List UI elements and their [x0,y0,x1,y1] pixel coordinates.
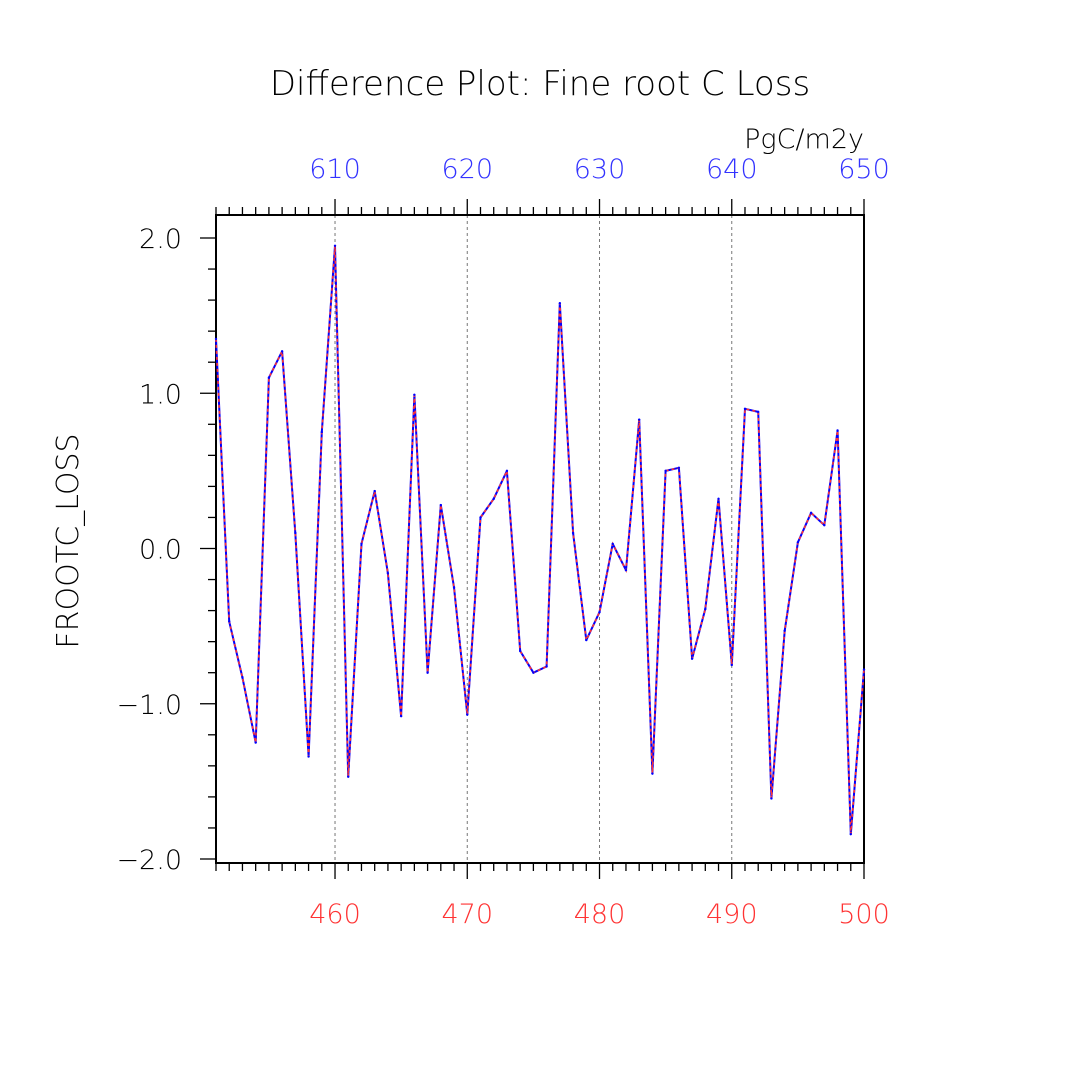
data-point-476 [545,665,548,668]
y-tick-label-0: 2.0 [139,224,182,255]
bottom-tick-label-490: 490 [706,899,758,930]
data-point-459 [320,430,323,434]
tick-labels: 460 470 480 490 500 610 620 630 640 650 2.0 1.0 0.0 −… [116,154,889,930]
data-point-451 [214,337,218,341]
data-point-492 [757,410,760,414]
data-point-458 [307,755,310,758]
top-tick-label-640: 640 [706,154,758,185]
data-point-462 [360,542,363,546]
series [214,244,866,836]
data-point-482 [624,569,628,572]
data-point-484 [651,772,654,775]
bottom-tick-label-480: 480 [574,899,626,930]
data-point-500 [862,668,866,671]
plot-frame [215,214,865,864]
series-dash-0 [215,245,865,835]
data-point-453 [241,676,244,679]
data-point-470 [466,713,469,716]
data-point-490 [730,663,733,667]
data-point-452 [228,620,231,623]
data-point-480 [598,610,601,614]
data-point-472 [492,497,495,501]
data-point-479 [585,638,588,642]
data-point-466 [413,393,416,397]
data-point-481 [611,542,614,546]
data-point-461 [347,775,350,778]
data-point-483 [637,418,641,421]
data-point-477 [558,302,562,305]
data-point-468 [439,503,443,507]
data-point-486 [677,466,681,469]
data-point-485 [664,469,667,473]
top-tick-label-650: 650 [838,154,890,185]
chart-title: Difference Plot: Fine root C Loss [270,64,810,104]
data-point-495 [796,541,800,544]
data-point-493 [770,797,773,800]
data-point-499 [849,832,852,836]
data-point-467 [426,671,429,674]
data-point-491 [743,407,747,410]
data-point-456 [280,350,284,353]
y-tick-label-3: −1.0 [116,690,182,721]
y-tick-label-2: 0.0 [139,535,182,566]
data-point-457 [294,531,297,535]
data-point-497 [823,524,826,527]
data-point-494 [783,629,786,632]
bottom-tick-label-500: 500 [838,899,890,930]
data-point-460 [333,244,337,247]
data-point-498 [836,429,839,432]
data-point-496 [809,511,813,514]
bottom-tick-label-460: 460 [309,899,361,930]
y-tick-label-4: −2.0 [116,845,182,876]
units-label: PgC/m2y [744,124,864,155]
top-tick-label-610: 610 [309,154,361,185]
data-point-455 [267,376,271,379]
data-point-475 [532,671,535,674]
data-point-471 [479,516,482,519]
data-point-488 [704,607,707,611]
data-point-469 [452,586,456,589]
data-point-478 [571,531,575,535]
data-point-454 [254,741,257,744]
data-point-474 [518,649,522,653]
data-point-487 [690,657,694,660]
gridlines [334,215,733,863]
y-tick-label-1: 1.0 [139,379,182,410]
series-line-0 [215,244,865,836]
y-axis-label: FROOTC_LOSS [51,433,86,648]
data-point-489 [717,497,720,501]
data-point-464 [386,572,390,575]
data-point-473 [505,469,509,473]
bottom-tick-label-470: 470 [441,899,493,930]
top-tick-label-630: 630 [574,154,626,185]
data-point-465 [399,714,403,718]
axes [200,199,865,879]
data-point-463 [373,489,376,493]
top-tick-label-620: 620 [441,154,493,185]
